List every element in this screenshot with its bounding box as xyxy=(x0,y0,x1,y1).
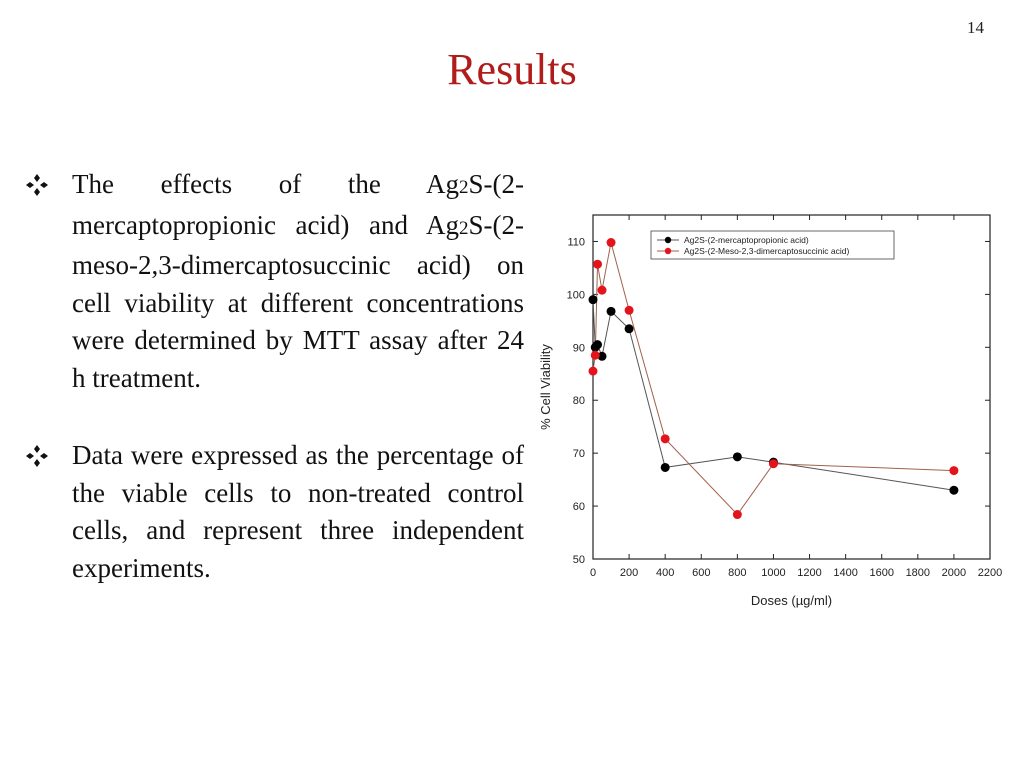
bullet-item: Data were expressed as the percentage of… xyxy=(24,437,524,587)
x-axis-label: Doses (µg/ml) xyxy=(751,593,832,608)
series-2-point xyxy=(588,366,598,376)
x-tick-label: 600 xyxy=(692,567,710,579)
series-2-point xyxy=(593,259,603,269)
diamond-bullet-icon xyxy=(24,166,72,203)
series-1-point xyxy=(593,340,603,350)
x-tick-label: 2200 xyxy=(978,567,1002,579)
legend-marker-1 xyxy=(664,236,672,244)
slide-title: Results xyxy=(447,45,577,94)
series-1-point xyxy=(624,324,634,334)
series-2-point xyxy=(732,510,742,520)
series-2-point xyxy=(606,238,616,248)
x-tick-label: 1800 xyxy=(906,567,930,579)
series-1-point xyxy=(949,485,959,495)
series-line-2 xyxy=(592,242,954,516)
chart-svg: 0 200 400 600 800 1000 1200 1400 1600 1800 2000 220… xyxy=(538,214,1002,608)
x-tick-label: 1200 xyxy=(797,567,821,579)
x-tick-label: 0 xyxy=(590,567,596,579)
y-tick-label: 110 xyxy=(567,236,585,248)
series-2-point xyxy=(590,350,600,360)
y-tick-label: 50 xyxy=(573,554,585,566)
plot-frame xyxy=(592,214,991,560)
series-2-point xyxy=(624,305,634,315)
series-2-point xyxy=(949,466,959,476)
x-tick-label: 1600 xyxy=(869,567,893,579)
x-tick-label: 200 xyxy=(620,567,638,579)
slide-number: 14 xyxy=(967,18,984,37)
series-2-point xyxy=(597,285,607,295)
series-1-point xyxy=(660,462,670,472)
x-tick-label: 1000 xyxy=(761,567,785,579)
y-tick-label: 100 xyxy=(567,289,585,301)
legend-marker-2 xyxy=(664,247,672,255)
diamond-bullet-icon xyxy=(24,437,72,474)
x-tick-label: 2000 xyxy=(942,567,966,579)
series-2-point xyxy=(660,434,670,444)
bullet-text: The effects of the Ag2S-(2-mercaptopropi… xyxy=(72,169,524,393)
series-2-point xyxy=(768,459,778,469)
bullet-text: Data were expressed as the percentage of… xyxy=(72,440,524,583)
y-tick-label: 70 xyxy=(573,448,585,460)
legend-label-1: Ag2S-(2-mercaptopropionic acid) xyxy=(684,235,809,245)
series-1-point xyxy=(732,452,742,462)
cell-viability-chart: 0 200 400 600 800 1000 1200 1400 1600 1800 2000 220… xyxy=(532,200,1002,620)
y-tick-label: 90 xyxy=(573,342,585,354)
y-tick-label: 60 xyxy=(573,501,585,513)
legend-box xyxy=(650,230,895,260)
legend-label-2: Ag2S-(2-Meso-2,3-dimercaptosuccinic acid… xyxy=(684,246,850,256)
bullet-item: The effects of the Ag2S-(2-mercaptopropi… xyxy=(24,166,524,397)
bullet-list: The effects of the Ag2S-(2-mercaptopropi… xyxy=(24,166,524,627)
series-1-point xyxy=(588,295,598,305)
y-tick-label: 80 xyxy=(573,395,585,407)
x-tick-label: 1400 xyxy=(833,567,857,579)
y-axis-label: % Cell Viability xyxy=(538,344,553,430)
x-tick-label: 400 xyxy=(656,567,674,579)
series-1-point xyxy=(606,306,616,316)
x-tick-label: 800 xyxy=(728,567,746,579)
